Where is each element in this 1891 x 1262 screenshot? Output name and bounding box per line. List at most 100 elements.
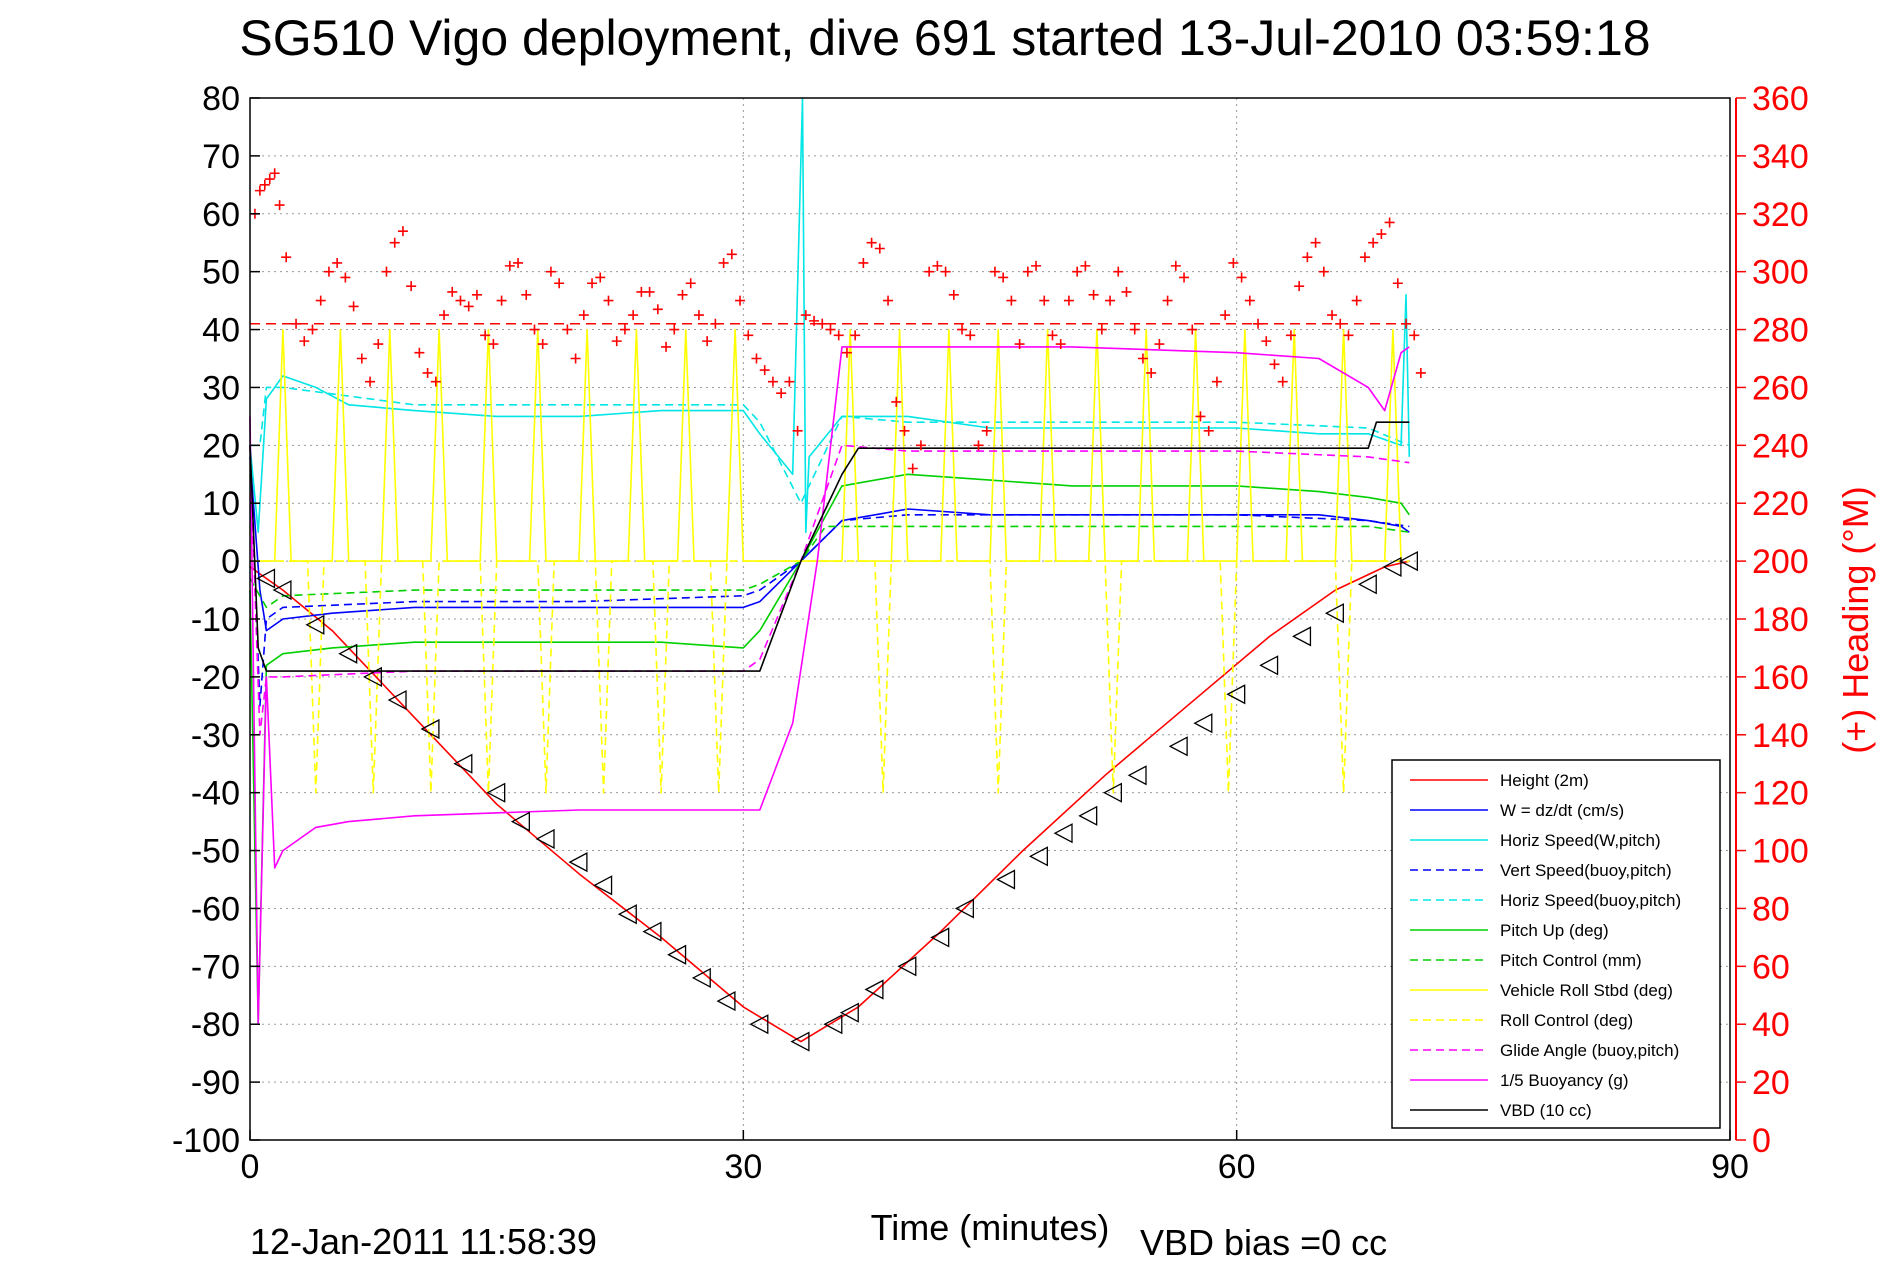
heading-point: [809, 315, 820, 326]
right-tick-label: 0: [1752, 1122, 1771, 1160]
right-axis: 3603403203002802602402202001801601401201…: [1736, 80, 1809, 1160]
heading-point: [759, 365, 770, 376]
heading-point: [1080, 260, 1091, 271]
heading-point: [866, 237, 877, 248]
heading-point: [924, 266, 935, 277]
right-tick-label: 220: [1752, 485, 1809, 523]
heading-point: [735, 295, 746, 306]
depth-marker: [996, 869, 1016, 890]
heading-point: [554, 278, 565, 289]
depth-marker: [568, 852, 588, 873]
heading-point: [1113, 266, 1124, 277]
heading-point: [1285, 330, 1296, 341]
heading-point: [792, 425, 803, 436]
heading-point: [513, 257, 524, 268]
heading-point: [340, 272, 351, 283]
heading-point: [743, 330, 754, 341]
x-tick-label: 0: [241, 1148, 260, 1186]
legend-box: [1391, 759, 1721, 1129]
heading-point: [825, 324, 836, 335]
heading-point: [529, 324, 540, 335]
depth-marker: [716, 990, 736, 1012]
heading-point: [496, 295, 507, 306]
depth-marker: [667, 944, 687, 965]
heading-point: [603, 295, 614, 306]
heading-point: [981, 425, 992, 436]
heading-point: [940, 266, 951, 277]
heading-point: [841, 347, 852, 358]
heading-point: [545, 266, 556, 277]
heading-point: [348, 301, 359, 312]
heading-point: [389, 237, 400, 248]
heading-point: [915, 440, 926, 451]
depth-marker: [1053, 823, 1073, 844]
depth-marker: [1193, 713, 1213, 734]
y-tick-label: -40: [191, 775, 240, 813]
legend-label: Horiz Speed(W,pitch): [1500, 831, 1661, 850]
heading-point: [1105, 295, 1116, 306]
heading-point: [1137, 353, 1148, 364]
legend-label: Pitch Up (deg): [1500, 921, 1609, 940]
series-line-12: [249, 421, 1410, 672]
heading-point: [702, 336, 713, 347]
right-tick-label: 140: [1752, 717, 1809, 755]
depth-marker: [387, 689, 407, 711]
heading-point: [439, 310, 450, 321]
heading-point: [973, 440, 984, 451]
heading-point: [1055, 339, 1066, 350]
heading-point: [1195, 411, 1206, 422]
heading-point: [1269, 359, 1280, 370]
depth-marker: [1259, 655, 1279, 676]
depth-marker: [954, 898, 974, 919]
heading-point: [611, 336, 622, 347]
heading-point: [281, 252, 292, 263]
heading-point: [1096, 324, 1107, 335]
heading-point: [932, 260, 943, 271]
heading-point: [373, 339, 384, 350]
heading-point: [1376, 229, 1387, 240]
heading-point: [1294, 281, 1305, 292]
heading-point: [537, 339, 548, 350]
heading-point: [1359, 252, 1370, 263]
depth-marker: [305, 614, 325, 635]
heading-point: [397, 226, 408, 237]
legend-label: Vert Speed(buoy,pitch): [1500, 861, 1672, 880]
depth-marker: [1168, 736, 1188, 757]
y-tick-label: 20: [202, 427, 240, 465]
series-line-5: [250, 386, 1410, 505]
heading-point: [1261, 336, 1272, 347]
depth-marker: [749, 1014, 769, 1035]
heading-point: [406, 281, 417, 292]
depth-marker: [617, 904, 637, 925]
legend-label: Vehicle Roll Stbd (deg): [1500, 981, 1673, 1000]
heading-point: [1121, 286, 1132, 297]
heading-point: [1384, 217, 1395, 228]
heading-point: [1415, 367, 1426, 378]
heading-point: [365, 376, 376, 387]
heading-point: [1310, 237, 1321, 248]
heading-point: [899, 425, 910, 436]
legend-label: Height (2m): [1500, 771, 1589, 790]
heading-point: [767, 376, 778, 387]
series-line-4: [249, 445, 1410, 707]
heading-point: [471, 289, 482, 300]
depth-marker: [839, 1002, 859, 1023]
depth-marker-layer: [256, 551, 1418, 1052]
heading-point: [1162, 295, 1173, 306]
heading-point: [1351, 295, 1362, 306]
x-axis-label: Time (minutes): [871, 1207, 1110, 1248]
heading-point: [1154, 339, 1165, 350]
heading-point: [414, 347, 425, 358]
depth-marker: [1127, 765, 1147, 786]
depth-marker: [897, 956, 917, 977]
footer-timestamp: 12-Jan-2011 11:58:39: [250, 1221, 597, 1262]
depth-marker: [453, 753, 473, 774]
heading-point: [1203, 425, 1214, 436]
depth-marker: [338, 643, 358, 664]
heading-point: [1170, 260, 1181, 271]
heading-point: [1277, 376, 1288, 387]
depth-marker: [1357, 574, 1377, 595]
heading-point: [1014, 339, 1025, 350]
right-tick-label: 200: [1752, 543, 1809, 581]
